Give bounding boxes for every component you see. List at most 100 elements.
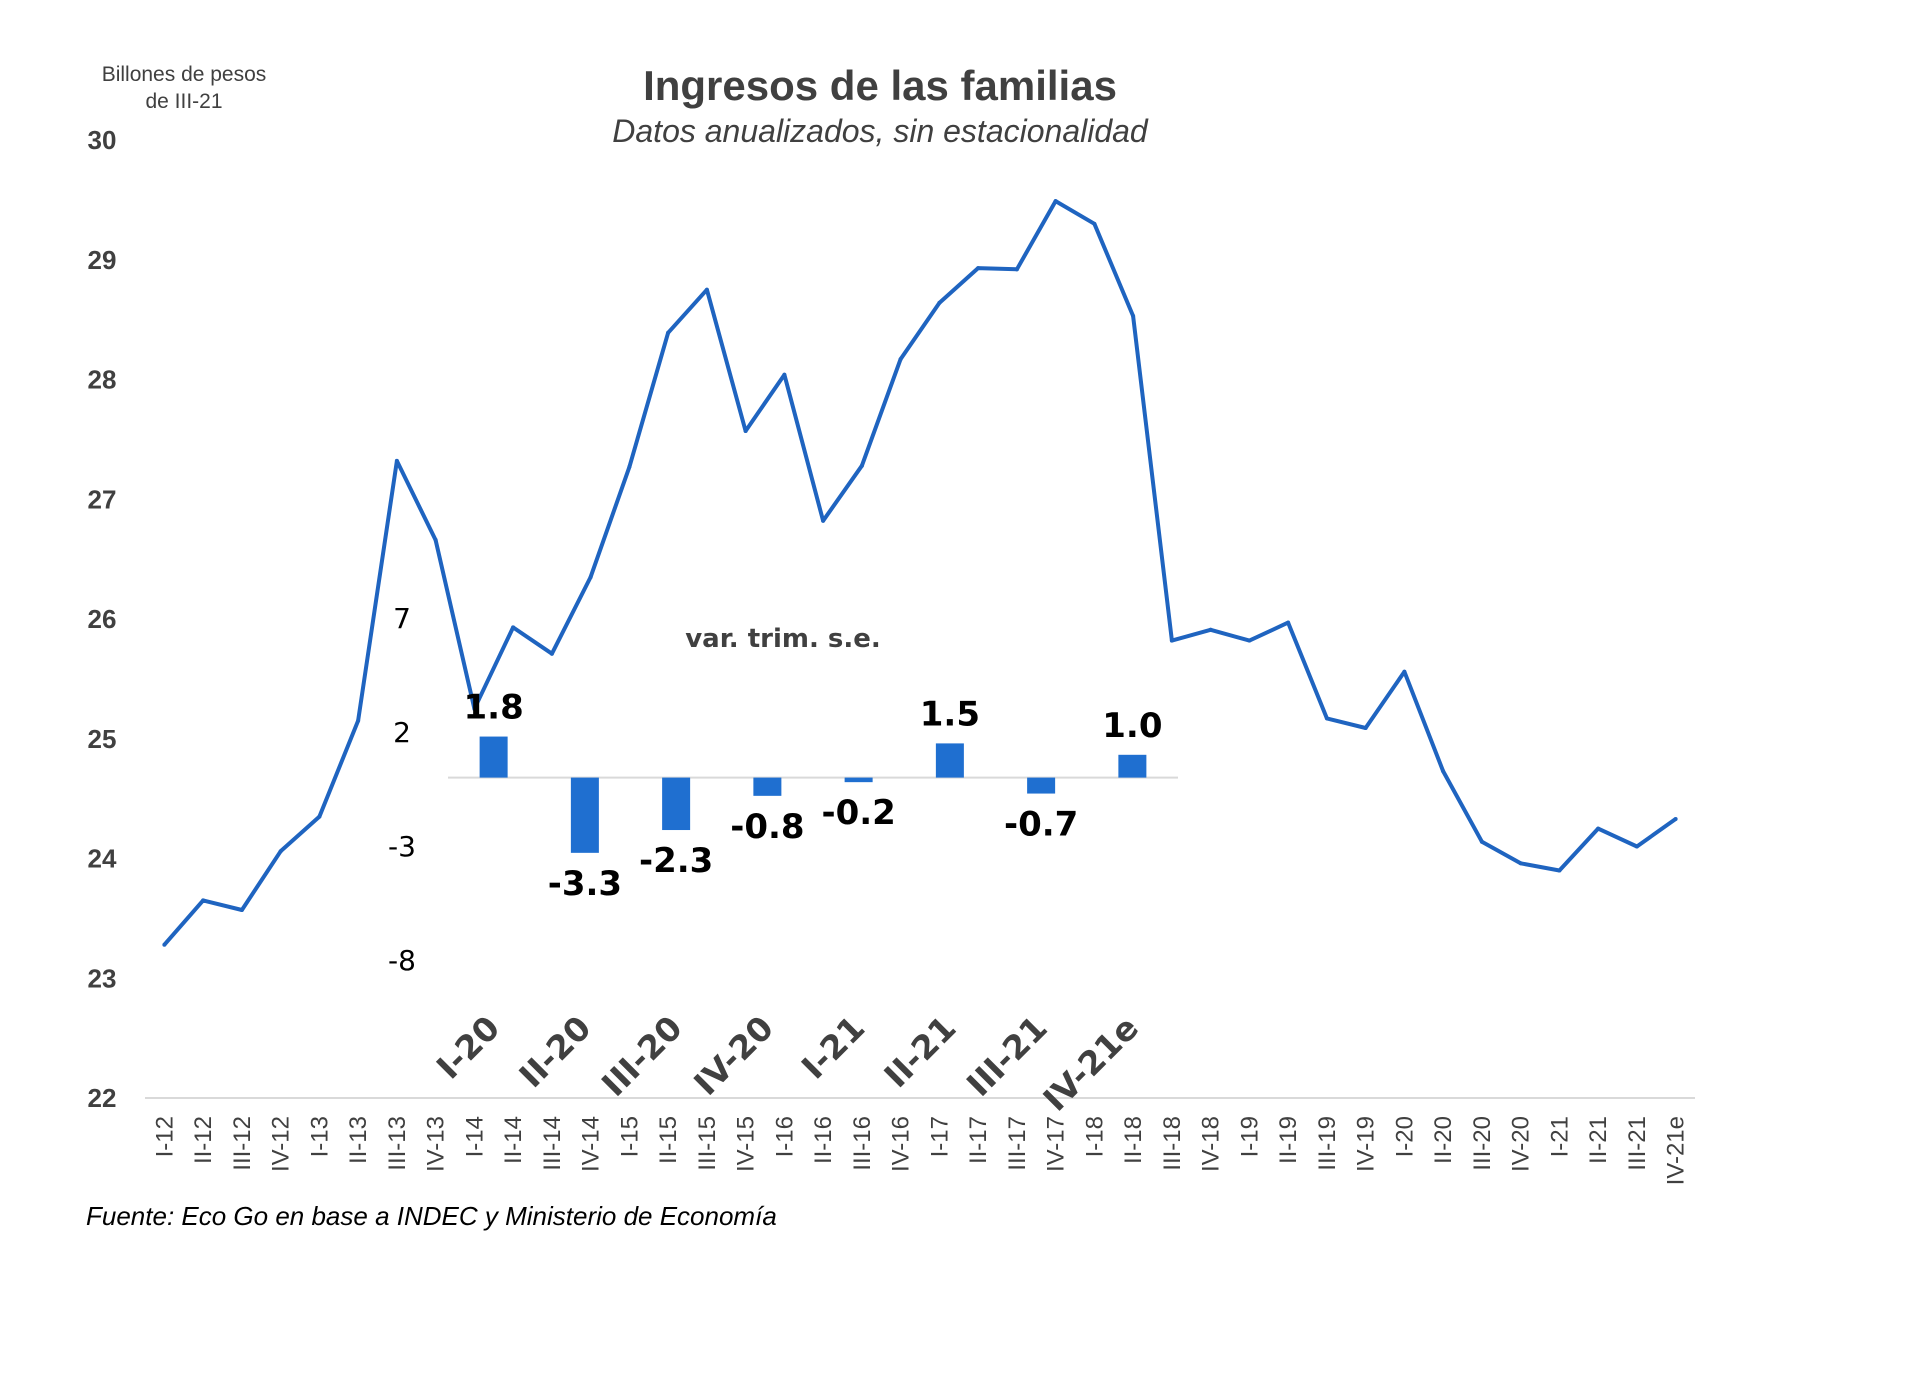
series-point xyxy=(201,898,206,903)
x-tick-label: III-14 xyxy=(539,1116,566,1171)
x-tick-label: III-13 xyxy=(384,1116,411,1171)
series-point xyxy=(1634,844,1639,849)
x-tick-label: I-14 xyxy=(461,1116,488,1157)
x-tick-label: IV-13 xyxy=(423,1116,450,1172)
y-axis-unit-line1: Billones de pesos xyxy=(102,63,267,86)
inset-bar-value-label: -0.8 xyxy=(730,807,804,847)
inset-bar xyxy=(479,736,508,778)
inset-bar-value-label: -0.2 xyxy=(821,793,895,833)
x-tick-label: IV-18 xyxy=(1198,1116,1225,1172)
series-point xyxy=(1518,861,1523,866)
inset-x-tick-label: I-20 xyxy=(429,1008,507,1086)
x-tick-label: I-17 xyxy=(926,1116,953,1157)
x-tick-label: III-20 xyxy=(1469,1116,1496,1171)
x-tick-label: IV-15 xyxy=(733,1116,760,1172)
x-tick-label: III-21 xyxy=(1624,1116,1651,1171)
inset-bar-value-label: -3.3 xyxy=(548,864,622,904)
inset-x-tick-label: III-20 xyxy=(594,1008,690,1104)
y-tick-label: 30 xyxy=(88,125,117,155)
x-tick-label: III-15 xyxy=(694,1116,721,1171)
main-y-axis: 22 23 24 25 26 27 28 29 30 xyxy=(88,125,117,1113)
series-point xyxy=(1363,725,1368,730)
x-tick-label: I-20 xyxy=(1391,1116,1418,1157)
y-tick-label: 24 xyxy=(88,844,117,874)
chart-title: Ingresos de las familias xyxy=(643,62,1117,109)
series-point xyxy=(821,518,826,523)
inset-bar-value-label: 1.5 xyxy=(920,694,980,734)
x-tick-label: II-18 xyxy=(1120,1116,1147,1164)
x-tick-label: III-19 xyxy=(1314,1116,1341,1171)
inset-title: var. trim. s.e. xyxy=(685,624,881,654)
x-tick-label: II-16 xyxy=(810,1116,837,1164)
x-tick-label: IV-19 xyxy=(1353,1116,1380,1172)
series-point xyxy=(1596,826,1601,831)
inset-y-tick-label: 7 xyxy=(393,602,411,635)
inset-bar xyxy=(1118,754,1147,778)
x-tick-label: I-12 xyxy=(151,1116,178,1157)
series-point xyxy=(1402,669,1407,674)
inset-x-tick-label: II-21 xyxy=(876,1008,963,1095)
x-tick-label: III-12 xyxy=(229,1116,256,1171)
inset-x-tick-label: IV-21e xyxy=(1035,1008,1146,1119)
series-point xyxy=(743,428,748,433)
x-tick-label: I-18 xyxy=(1081,1116,1108,1157)
main-x-axis-labels: I-12 II-12 III-12 IV-12 I-13 II-13 III-13 IV-13… xyxy=(151,1116,1689,1185)
x-tick-label: III-17 xyxy=(1004,1116,1031,1171)
inset-bar-value-label: 1.8 xyxy=(464,688,524,728)
inset-bar-value-label: 1.0 xyxy=(1102,706,1162,746)
chart-subtitle: Datos anualizados, sin estacionalidad xyxy=(612,113,1149,149)
series-point xyxy=(782,372,787,377)
x-tick-label: II-12 xyxy=(190,1116,217,1164)
series-point xyxy=(1673,816,1678,821)
inset-bar xyxy=(570,777,599,853)
x-tick-label: I-21 xyxy=(1546,1116,1573,1157)
x-tick-label: I-16 xyxy=(771,1116,798,1157)
x-tick-label: IV-16 xyxy=(888,1116,915,1172)
y-tick-label: 27 xyxy=(88,484,117,514)
x-tick-label: IV-21e xyxy=(1663,1116,1690,1185)
y-tick-label: 26 xyxy=(88,604,117,634)
y-tick-label: 22 xyxy=(88,1083,117,1113)
series-point xyxy=(1557,868,1562,873)
series-line xyxy=(162,199,1677,947)
x-tick-label: IV-20 xyxy=(1508,1116,1535,1172)
series-point xyxy=(898,357,903,362)
inset-x-tick-label: II-20 xyxy=(511,1008,598,1095)
series-point xyxy=(1169,638,1174,643)
inset-y-axis: 7 2 -3 -8 xyxy=(388,602,416,977)
x-tick-label: IV-17 xyxy=(1043,1116,1070,1172)
series-point xyxy=(627,464,632,469)
x-tick-label: II-19 xyxy=(1275,1116,1302,1164)
series-point xyxy=(278,849,283,854)
inset-x-tick-label: IV-20 xyxy=(686,1008,781,1103)
series-point xyxy=(1014,267,1019,272)
series-point xyxy=(511,625,516,630)
series-point xyxy=(1092,221,1097,226)
series-point xyxy=(666,330,671,335)
series-point xyxy=(356,718,361,723)
inset-bar-value-label: -0.7 xyxy=(1004,805,1078,845)
series-point xyxy=(1208,627,1213,632)
series-point xyxy=(588,575,593,580)
series-point xyxy=(1479,839,1484,844)
y-tick-label: 28 xyxy=(88,365,117,395)
series-point xyxy=(704,287,709,292)
series-point xyxy=(1053,199,1058,204)
series-points xyxy=(162,199,1678,947)
x-tick-label: IV-14 xyxy=(578,1116,605,1172)
y-tick-label: 25 xyxy=(88,724,117,754)
x-tick-label: III-16 xyxy=(849,1116,876,1171)
x-tick-label: II-17 xyxy=(965,1116,992,1164)
series-point xyxy=(937,300,942,305)
x-tick-label: I-13 xyxy=(306,1116,333,1157)
x-tick-label: III-18 xyxy=(1159,1116,1186,1171)
series-point xyxy=(394,458,399,463)
x-tick-label: I-15 xyxy=(616,1116,643,1157)
x-tick-label: II-20 xyxy=(1430,1116,1457,1164)
inset-bar xyxy=(1027,777,1056,794)
series-point xyxy=(472,706,477,711)
series-point xyxy=(1247,638,1252,643)
